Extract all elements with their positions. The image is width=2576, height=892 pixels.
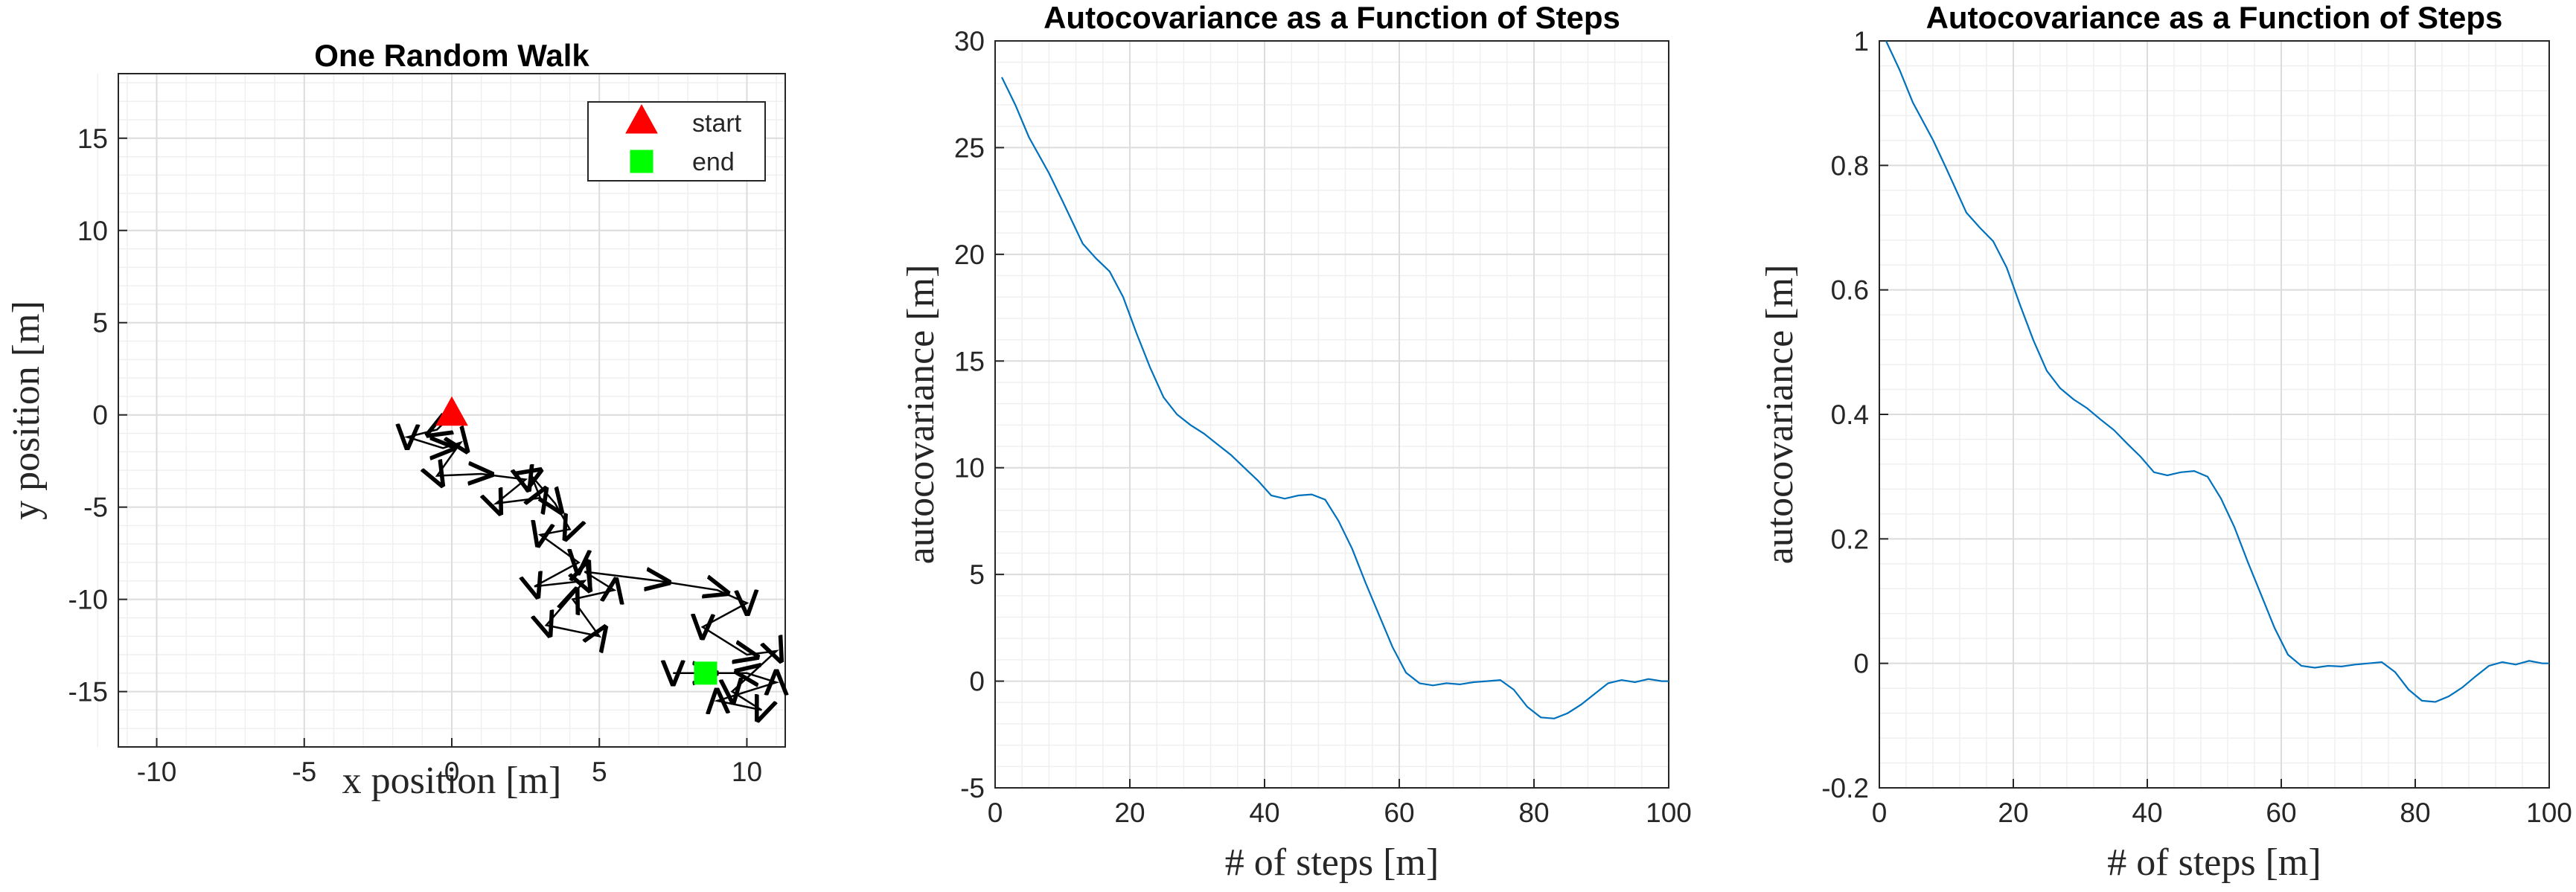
y-tick-label: 10 [954,453,985,484]
y-axis-label: autocovariance [m] [900,265,942,565]
x-tick-label: 80 [1518,798,1549,828]
x-tick-label: 20 [1114,798,1145,828]
x-tick-label: 20 [1998,798,2028,828]
y-tick-label: 0 [969,667,985,697]
x-tick-label: 60 [1384,798,1414,828]
data-line [1885,40,2549,703]
x-tick-label: 0 [1872,798,1888,828]
y-tick-label: 0 [1853,649,1869,679]
y-tick-label: -5 [960,773,985,803]
x-tick-label: 0 [444,757,460,787]
x-axis-label: x position [m] [342,760,562,802]
y-tick-label: 0.6 [1831,275,1869,306]
x-tick-label: 80 [2400,798,2430,828]
subplot: 0 20 40 60 80 100-0.200.20.40.60.81Autocovari… [1759,0,2572,884]
x-tick-label: 40 [1249,798,1279,828]
y-axis-label: y position [m] [5,301,48,520]
y-tick-label: 1 [1853,26,1869,57]
x-tick-label: -10 [137,757,176,787]
x-tick-label: 10 [732,757,762,787]
y-tick-label: -10 [68,585,108,615]
start-marker [435,396,468,426]
axes-box [1879,40,2550,789]
x-axis-label: # of steps [m] [2107,841,2321,884]
start-marker [625,103,658,134]
legend-label: start [692,109,742,138]
legend-box [587,101,766,182]
y-tick-label: 0.2 [1831,524,1869,554]
y-tick-label: -5 [83,492,108,523]
chart-title: Autocovariance as a Function of Steps [1926,0,2503,35]
y-tick-label: 25 [954,132,985,163]
y-tick-label: 0 [92,400,108,431]
data-line [1001,77,1669,719]
x-axis-label: # of steps [m] [1225,841,1439,884]
y-tick-label: 15 [77,123,108,154]
x-tick-label: -5 [292,757,316,787]
end-marker [630,150,653,173]
y-tick-label: -15 [68,677,108,707]
y-tick-label: 5 [92,308,108,338]
chart-title: One Random Walk [314,38,589,73]
x-tick-label: 5 [592,757,607,787]
chart-title: Autocovariance as a Function of Steps [1043,0,1620,35]
y-tick-label: 20 [954,240,985,270]
x-tick-label: 100 [2526,798,2572,828]
x-tick-label: 0 [988,798,1003,828]
subplot: 0 20 40 60 80 100-5051015202530Autocovariance… [900,0,1692,884]
x-tick-label: 40 [2132,798,2162,828]
y-tick-label: 10 [77,216,108,246]
y-tick-label: 30 [954,26,985,57]
y-tick-label: 0.4 [1831,400,1869,430]
plot-area [995,41,1669,788]
axes-box [994,40,1669,789]
y-tick-label: 0.8 [1831,150,1869,181]
legend: start end [587,101,766,182]
y-tick-label: 5 [969,559,985,590]
axes-box [118,73,786,748]
x-tick-label: 100 [1646,798,1692,828]
y-tick-label: -0.2 [1821,773,1869,803]
x-tick-label: 60 [2266,798,2296,828]
end-marker [694,661,717,685]
y-tick-label: 15 [954,346,985,376]
legend-label: end [692,148,735,176]
data-line [408,415,777,710]
subplot: -10 -5 0 5 10 -15 -10 -5 0 5 10 15 One Random Walk x … [5,38,785,802]
y-axis-label: autocovariance [m] [1759,265,1801,565]
